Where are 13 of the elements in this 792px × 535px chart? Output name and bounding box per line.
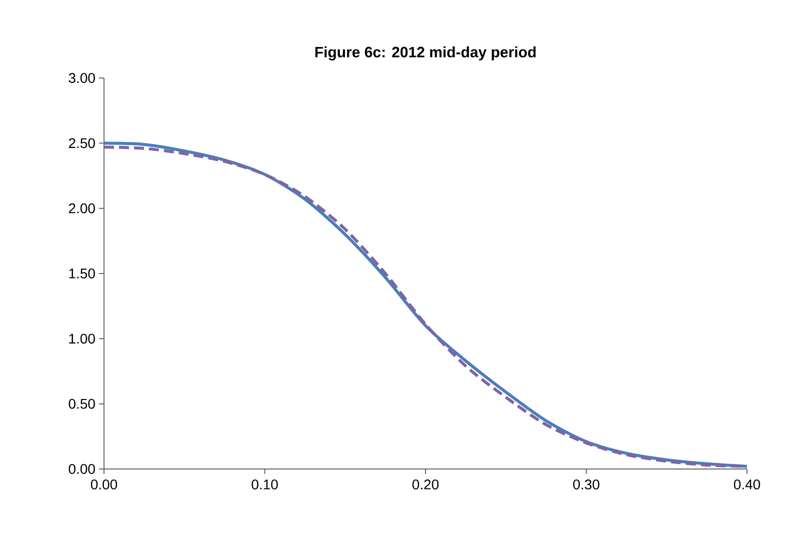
y-tick-label: 2.00 bbox=[68, 203, 95, 214]
y-tick-label: 2.50 bbox=[68, 138, 95, 148]
x-tick-label: 0.20 bbox=[412, 480, 439, 490]
y-tick-label: 3.00 bbox=[68, 73, 95, 83]
x-tick-label: 0.40 bbox=[734, 480, 760, 490]
y-tick-label: 0.50 bbox=[68, 398, 95, 409]
x-tick-label: 0.10 bbox=[252, 480, 278, 490]
x-tick-label: 0.00 bbox=[90, 480, 118, 490]
y-tick-label: 0.00 bbox=[68, 464, 95, 474]
chart-title: Figure 6c: 2012 mid-day period bbox=[315, 46, 536, 60]
y-tick-label: 1.00 bbox=[69, 334, 95, 344]
x-tick-label: 0.30 bbox=[573, 480, 600, 490]
y-tick-label: 1.50 bbox=[69, 268, 95, 278]
